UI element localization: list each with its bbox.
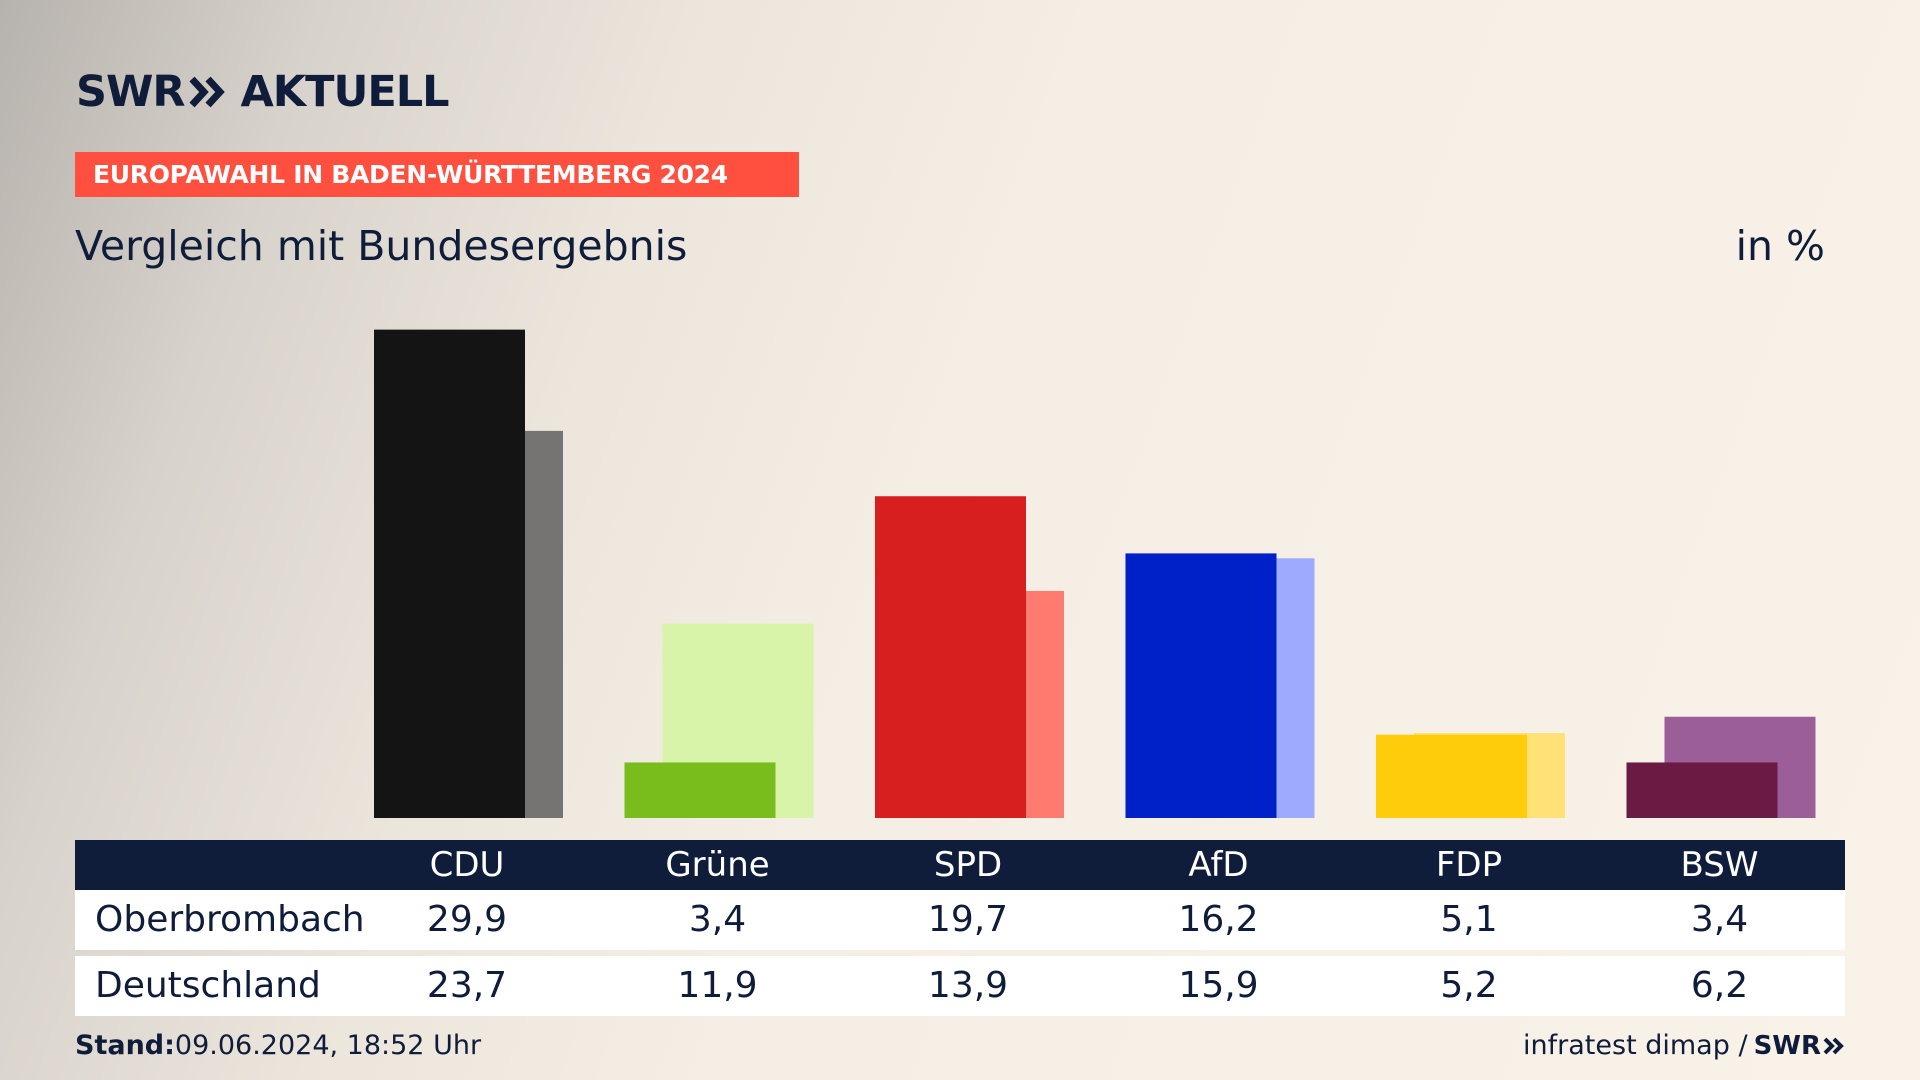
row-label: Oberbrombach — [95, 899, 365, 940]
stand-label: Stand: — [75, 1030, 175, 1061]
bar-local-afd — [1125, 553, 1277, 818]
column-header: SPD — [933, 845, 1003, 885]
results-table: CDU Grüne SPD AfD FDP BSW Oberbrombach 29,9 3,… — [75, 840, 1845, 1016]
column-header: CDU — [429, 845, 505, 885]
table-row-national: Deutschland 23,7 11,9 13,9 15,9 5,2 6,2 — [75, 956, 1845, 1016]
value-cell: 3,4 — [1690, 899, 1749, 940]
unit-label: in % — [1735, 222, 1825, 270]
table-header: CDU Grüne SPD AfD FDP BSW — [75, 840, 1845, 890]
row-label: Deutschland — [95, 965, 321, 1006]
stand-value: 09.06.2024, 18:52 Uhr — [174, 1030, 482, 1061]
value-cell: 6,2 — [1690, 965, 1749, 1006]
bar-local-grüne — [624, 762, 776, 818]
value-cell: 13,9 — [927, 965, 1009, 1006]
value-cell: 3,4 — [688, 899, 747, 940]
source-credit: infratest dimap / SWR — [1523, 1030, 1845, 1061]
column-header: Grüne — [665, 845, 770, 885]
value-cell: 5,1 — [1440, 899, 1498, 940]
logo-swr-text: SWR — [76, 67, 186, 117]
column-header: BSW — [1680, 845, 1759, 885]
value-cell: 15,9 — [1178, 965, 1259, 1006]
bar-local-spd — [875, 496, 1026, 818]
timestamp: Stand:09.06.2024, 18:52 Uhr — [75, 1030, 481, 1061]
value-cell: 16,2 — [1178, 899, 1259, 940]
election-badge: EUROPAWAHL IN BADEN-WÜRTTEMBERG 2024 — [75, 152, 799, 197]
column-header: AfD — [1188, 845, 1249, 885]
value-cell: 23,7 — [426, 965, 508, 1006]
chart-subtitle: Vergleich mit Bundesergebnis — [75, 222, 688, 270]
bar-local-bsw — [1626, 762, 1778, 818]
swr-small-logo: SWR — [1753, 1030, 1821, 1061]
double-chevron-icon — [1823, 1037, 1844, 1054]
value-cell: 29,9 — [426, 899, 508, 940]
value-cell: 19,7 — [927, 899, 1009, 940]
bar-chart — [374, 329, 1816, 818]
table-row-local: Oberbrombach 29,9 3,4 19,7 16,2 5,1 3,4 — [75, 890, 1845, 950]
column-header: FDP — [1435, 845, 1503, 885]
value-cell: 11,9 — [677, 965, 758, 1006]
bar-local-cdu — [374, 329, 525, 818]
value-cell: 5,2 — [1440, 965, 1498, 1006]
bar-local-fdp — [1376, 734, 1527, 818]
double-chevron-icon — [188, 76, 225, 108]
source-text: infratest dimap / — [1523, 1030, 1748, 1061]
logo-aktuell-text: AKTUELL — [240, 67, 450, 117]
swr-aktuell-logo: SWR AKTUELL — [76, 67, 450, 117]
